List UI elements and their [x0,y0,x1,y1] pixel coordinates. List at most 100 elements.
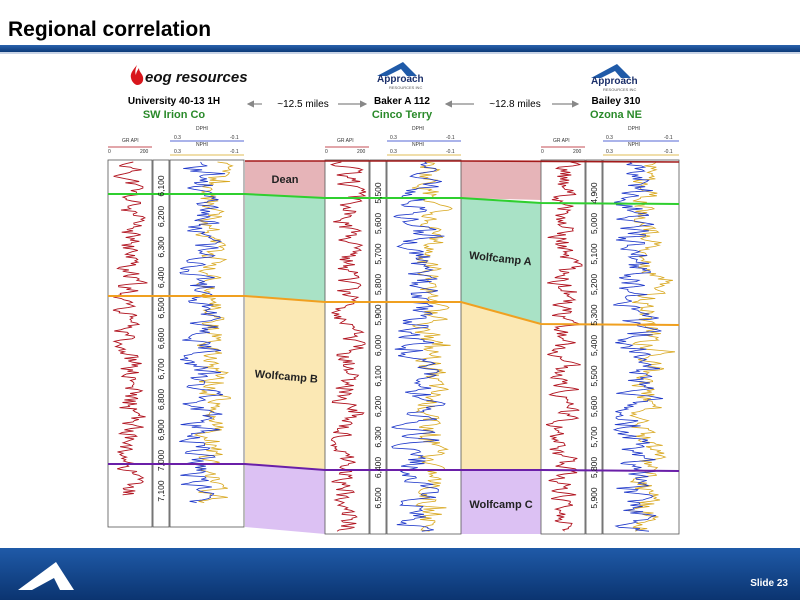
gr-header-label: GR API [553,138,570,144]
wolfcamp-b-top-line [108,295,680,326]
depth-label: 6,500 [373,487,383,509]
approach-logo-2: Approach RESOURCES INC [589,64,649,94]
well-location-2: Cinco Terry [371,109,433,121]
depth-label: 7,000 [156,450,166,472]
zone-label-wolfcamp-c: Wolfcamp C [469,499,532,511]
depth-label: 5,800 [373,274,383,296]
nphi-header-label: NPHI [196,142,208,148]
nphi-right-label: -0.1 [230,149,239,155]
well-1-nphi-curve [194,161,234,503]
zone-fill-wolfcamp-a-2 [461,198,541,324]
well-1-porosity-track [169,159,245,528]
well-1-depth-track [152,159,170,528]
wolfcamp-c-top-line [108,463,680,472]
gr-header-label: GR API [337,138,354,144]
approach-triangle-icon [591,64,631,78]
dphi-right-label: -0.1 [230,135,239,141]
approach-triangle-icon [377,62,417,76]
well-1-track-header: GR API 0 200 DPHI 0.3 -0.1 NPHI 0.3 -0.1 [108,126,244,156]
depth-label: 6,000 [373,335,383,357]
nphi-right-label: -0.1 [664,149,673,155]
well-1-gr-track [107,159,153,528]
well-location-1: SW Irion Co [142,109,206,121]
approach-logo-subtext: RESOURCES INC [389,85,423,90]
distance-label-1: ~12.5 miles [277,99,329,110]
well-3-nphi-curve [628,161,676,532]
well-name-2: Baker A 112 [374,96,430,107]
depth-label: 6,200 [156,206,166,228]
eog-logo: eog resources [128,64,248,90]
well-3-dphi-curve [612,161,664,532]
depth-label: 5,200 [589,274,599,296]
depth-label: 5,500 [373,182,383,204]
depth-label: 5,700 [373,243,383,265]
well-1-depth-labels: 6,100 6,200 6,300 6,400 6,500 6,600 6,700 6,800… [156,175,166,502]
approach-logo-text: Approach [591,76,638,87]
well-2-depth-labels: 5,500 5,600 5,700 5,800 5,900 6,000 6,100 6,200… [373,182,383,509]
zone-fill-wolfcamp-c-2 [461,470,541,534]
well-2-gr-track [324,159,370,535]
page-title: Regional correlation [8,18,212,41]
depth-label: 5,900 [373,304,383,326]
depth-label: 5,600 [589,396,599,418]
well-name-1: University 40-13 1H [127,96,221,107]
dean-top-line [245,160,680,163]
gr-min-label: 0 [325,149,328,155]
gr-min-label: 0 [108,149,111,155]
depth-label: 5,800 [589,457,599,479]
depth-label: 5,600 [373,213,383,235]
approach-footer-logo-icon [18,562,74,590]
depth-label: 6,900 [156,419,166,441]
gr-min-label: 0 [541,149,544,155]
slide-number: Slide 23 [750,578,788,589]
depth-label: 6,600 [156,328,166,350]
well-location-3: Ozona NE [590,109,642,121]
well-1-logs [107,159,245,528]
dphi-right-label: -0.1 [446,135,455,141]
dphi-header-label: DPHI [412,126,424,132]
dphi-header-label: DPHI [196,126,208,132]
dphi-left-label: 0.3 [174,135,181,141]
nphi-left-label: 0.3 [606,149,613,155]
well-2-porosity-track [386,159,462,535]
well-3-logs [540,159,680,535]
well-2-depth-track [369,159,387,535]
depth-label: 4,900 [589,182,599,204]
dphi-header-label: DPHI [628,126,640,132]
nphi-header-label: NPHI [628,142,640,148]
title-rule [0,45,800,52]
depth-label: 5,100 [589,243,599,265]
eog-logo-text: eog resources [145,69,248,86]
well-3-depth-labels: 4,900 5,000 5,100 5,200 5,300 5,400 5,500 5,600… [589,182,599,509]
depth-label: 5,300 [589,304,599,326]
depth-label: 6,100 [373,365,383,387]
zone-fill-wolfcamp-c-1 [245,464,325,534]
distance-label-2: ~12.8 miles [489,99,541,110]
gr-max-label: 200 [573,149,582,155]
depth-label: 6,700 [156,358,166,380]
zone-fill-dean-1 [245,161,325,198]
zone-fill-wolfcamp-a-1 [245,194,325,302]
footer-bar [0,548,800,600]
depth-label: 6,300 [156,236,166,258]
zone-label-dean: Dean [272,174,299,186]
depth-label: 5,900 [589,487,599,509]
depth-label: 6,500 [156,297,166,319]
approach-logo-subtext: RESOURCES INC [603,87,637,92]
zone-fill-wolfcamp-b-2 [461,302,541,470]
dphi-right-label: -0.1 [664,135,673,141]
flame-icon [130,65,144,85]
depth-label: 5,400 [589,335,599,357]
depth-label: 6,200 [373,396,383,418]
nphi-left-label: 0.3 [390,149,397,155]
depth-label: 5,500 [589,365,599,387]
nphi-header-label: NPHI [412,142,424,148]
depth-label: 6,300 [373,426,383,448]
depth-label: 5,000 [589,213,599,235]
gr-max-label: 200 [140,149,149,155]
depth-label: 6,100 [156,175,166,197]
dphi-left-label: 0.3 [606,135,613,141]
well-1-dphi-curve [179,161,226,503]
well-3-track-header: GR API 0 200 DPHI 0.3 -0.1 NPHI 0.3 -0.1 [541,126,679,156]
wolfcamp-a-top-line [108,193,680,205]
